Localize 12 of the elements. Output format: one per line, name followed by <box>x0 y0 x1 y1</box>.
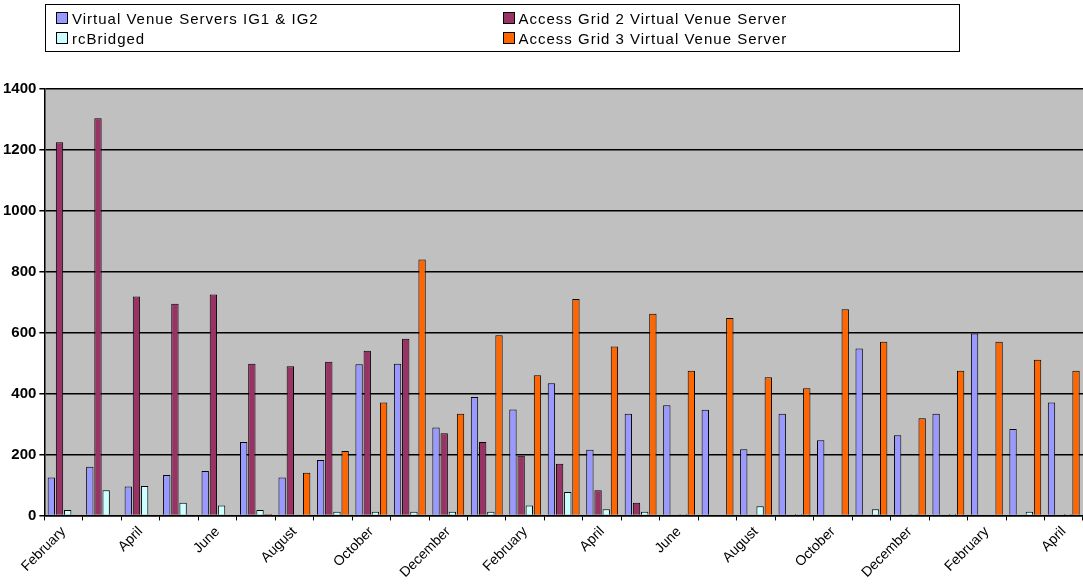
legend-label: rcBridged <box>72 29 146 47</box>
y-tick-label: 200 <box>11 444 37 462</box>
y-tick-label: 1000 <box>2 200 37 218</box>
y-tick-label: 0 <box>28 505 37 523</box>
y-tick-label: 1400 <box>2 79 37 97</box>
y-tick-label: 800 <box>11 261 37 279</box>
legend-label: Virtual Venue Servers IG1 & IG2 <box>72 9 319 27</box>
y-tick-label: 400 <box>11 383 37 401</box>
legend-label: Access Grid 3 Virtual Venue Server <box>518 29 788 47</box>
legend-label: Access Grid 2 Virtual Venue Server <box>518 9 788 27</box>
y-tick-label: 1200 <box>2 140 37 158</box>
y-tick-label: 600 <box>11 322 37 340</box>
